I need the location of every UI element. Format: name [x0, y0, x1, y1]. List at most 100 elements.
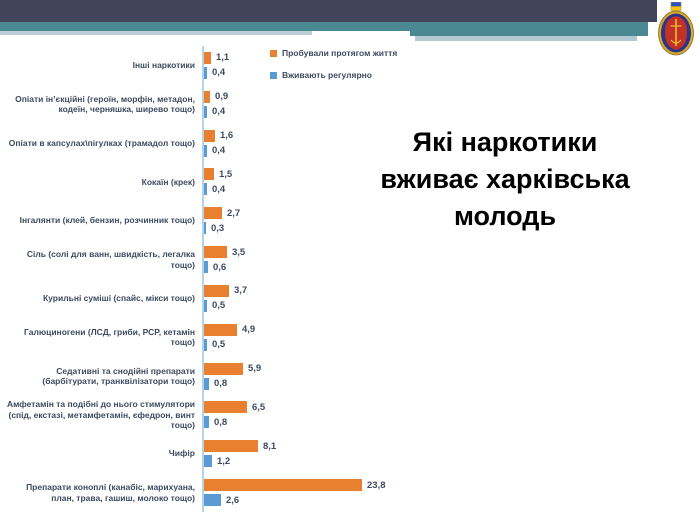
category-label: Сіль (солі для ванн, швидкість, легалка … [26, 249, 195, 270]
value-label-tried-lifetime: 3,5 [232, 246, 246, 258]
slide-title: Які наркотики вживає харківська молодь [380, 127, 630, 231]
category-label: Галюциногени (ЛСД, гриби, РСР, кетамін т… [24, 326, 195, 348]
bar-line: 1,5 [204, 168, 400, 181]
value-label-use-regularly: 0,5 [212, 300, 226, 312]
chart-row: Седативні та снодійні препарати (барбіту… [6, 356, 400, 396]
chart-row: Курильні суміші (спайс, мікси тощо) 3,7 0,… [6, 278, 400, 318]
value-label-use-regularly: 2,6 [226, 494, 240, 506]
bar-group: 3,5 0,6 [202, 240, 400, 279]
chart-row: Опіати в капсулах\пігулках (трамадол тощ… [6, 123, 400, 163]
header-band-dark [0, 0, 657, 22]
bar-use-regularly [204, 222, 206, 235]
bar-line: 8,1 [204, 440, 400, 453]
chart-row: Галюциногени (ЛСД, гриби, РСР, кетамін т… [6, 317, 400, 357]
value-label-use-regularly: 0,5 [212, 339, 226, 351]
category-label: Амфетамін та подібні до нього стимулятор… [6, 399, 195, 431]
category-label: Кокаїн (крек) [141, 176, 195, 187]
bar-group: 6,5 0,8 [202, 395, 400, 435]
chart-rows: Інші наркотики 1,1 0,4 Опіати ін’єкційні (г… [6, 46, 400, 512]
bar-group: 3,7 0,5 [202, 278, 400, 318]
bar-line: 0,8 [204, 416, 400, 429]
bar-tried-lifetime [204, 207, 222, 220]
bar-tried-lifetime [204, 401, 247, 414]
bar-group: 1,6 0,4 [202, 123, 400, 163]
bar-use-regularly [204, 299, 207, 312]
category-label: Седативні та снодійні препарати (барбіту… [42, 365, 195, 387]
category-label: Інші наркотики [132, 60, 195, 71]
bar-line: 3,5 [204, 246, 400, 259]
chart-row: Кокаїн (крек) 1,5 0,4 [6, 162, 400, 202]
value-label-use-regularly: 0,4 [212, 67, 226, 79]
bar-line: 0,4 [204, 66, 400, 79]
header-band-teal [0, 22, 648, 31]
bar-use-regularly [204, 105, 207, 118]
bar-line: 1,6 [204, 129, 400, 142]
bar-group: 4,9 0,5 [202, 317, 400, 357]
bar-use-regularly [204, 494, 221, 507]
bar-use-regularly [204, 144, 207, 157]
category-label: Опіати ін’єкційні (героїн, морфін, метад… [15, 93, 195, 115]
category-label: Курильні суміші (спайс, мікси тощо) [42, 293, 195, 304]
chart-row: Інші наркотики 1,1 0,4 [6, 46, 400, 85]
bar-tried-lifetime [204, 440, 258, 453]
value-label-tried-lifetime: 5,9 [248, 363, 262, 375]
legend-swatch-orange-icon [270, 49, 277, 57]
bar-use-regularly [204, 66, 207, 79]
chart-row: Амфетамін та подібні до нього стимулятор… [6, 395, 400, 435]
header-band-light-left [0, 31, 312, 35]
chart-row: Сіль (солі для ванн, швидкість, легалка … [6, 240, 400, 279]
value-label-tried-lifetime: 1,1 [216, 52, 230, 64]
chart-row: Інгалянти (клей, бензин, розчинник тощо)… [6, 201, 400, 241]
header-band-light-right [415, 36, 637, 41]
bar-tried-lifetime [204, 129, 215, 142]
legend-label-use-regularly: Вживають регулярно [282, 70, 372, 80]
category-label: Інгалянти (клей, бензин, розчинник тощо) [19, 215, 195, 226]
bar-line: 6,5 [204, 401, 400, 414]
bar-line: 0,5 [204, 299, 400, 312]
bar-line: 0,5 [204, 338, 400, 351]
chart-row: Препарати коноплі (канабіс, марихуана, п… [6, 473, 400, 512]
bar-group: 1,5 0,4 [202, 162, 400, 202]
legend-item-tried-lifetime: Пробували протягом життя [270, 48, 397, 58]
bar-use-regularly [204, 261, 208, 274]
bar-line: 0,4 [204, 183, 400, 196]
bar-line: 0,6 [204, 261, 400, 274]
bar-tried-lifetime [204, 362, 243, 375]
bar-group: 0,9 0,4 [202, 84, 400, 124]
category-label: Опіати в капсулах\пігулках (трамадол тощ… [8, 137, 195, 148]
bar-tried-lifetime [204, 51, 211, 64]
value-label-tried-lifetime: 23,8 [367, 479, 386, 491]
bar-line: 0,4 [204, 144, 400, 157]
bar-line: 2,6 [204, 494, 400, 507]
bar-use-regularly [204, 183, 207, 196]
value-label-tried-lifetime: 8,1 [263, 440, 277, 452]
bar-tried-lifetime [204, 284, 229, 297]
value-label-tried-lifetime: 2,7 [227, 207, 241, 219]
header-band-teal-step [410, 31, 648, 36]
value-label-tried-lifetime: 6,5 [252, 401, 266, 413]
category-label: Препарати коноплі (канабіс, марихуана, п… [26, 482, 195, 503]
bar-tried-lifetime [204, 90, 210, 103]
value-label-tried-lifetime: 1,5 [219, 168, 233, 180]
bar-group: 8,1 1,2 [202, 434, 400, 474]
bar-line: 0,8 [204, 377, 400, 390]
bar-group: 23,8 2,6 [202, 473, 400, 512]
bar-line: 4,9 [204, 323, 400, 336]
value-label-tried-lifetime: 1,6 [220, 130, 234, 142]
bar-line: 2,7 [204, 207, 400, 220]
value-label-tried-lifetime: 3,7 [234, 285, 248, 297]
category-label: Чифір [168, 448, 195, 459]
chart-row: Опіати ін’єкційні (героїн, морфін, метад… [6, 84, 400, 124]
bar-tried-lifetime [204, 479, 362, 492]
bar-use-regularly [204, 455, 212, 468]
bar-line: 1,1 [204, 51, 400, 64]
value-label-use-regularly: 0,4 [212, 145, 226, 157]
bar-tried-lifetime [204, 323, 237, 336]
bar-line: 0,9 [204, 90, 400, 103]
bar-tried-lifetime [204, 168, 214, 181]
chart-row: Чифір 8,1 1,2 [6, 434, 400, 474]
value-label-use-regularly: 0,8 [214, 378, 228, 390]
value-label-use-regularly: 0,6 [213, 261, 227, 273]
bar-line: 0,3 [204, 222, 400, 235]
